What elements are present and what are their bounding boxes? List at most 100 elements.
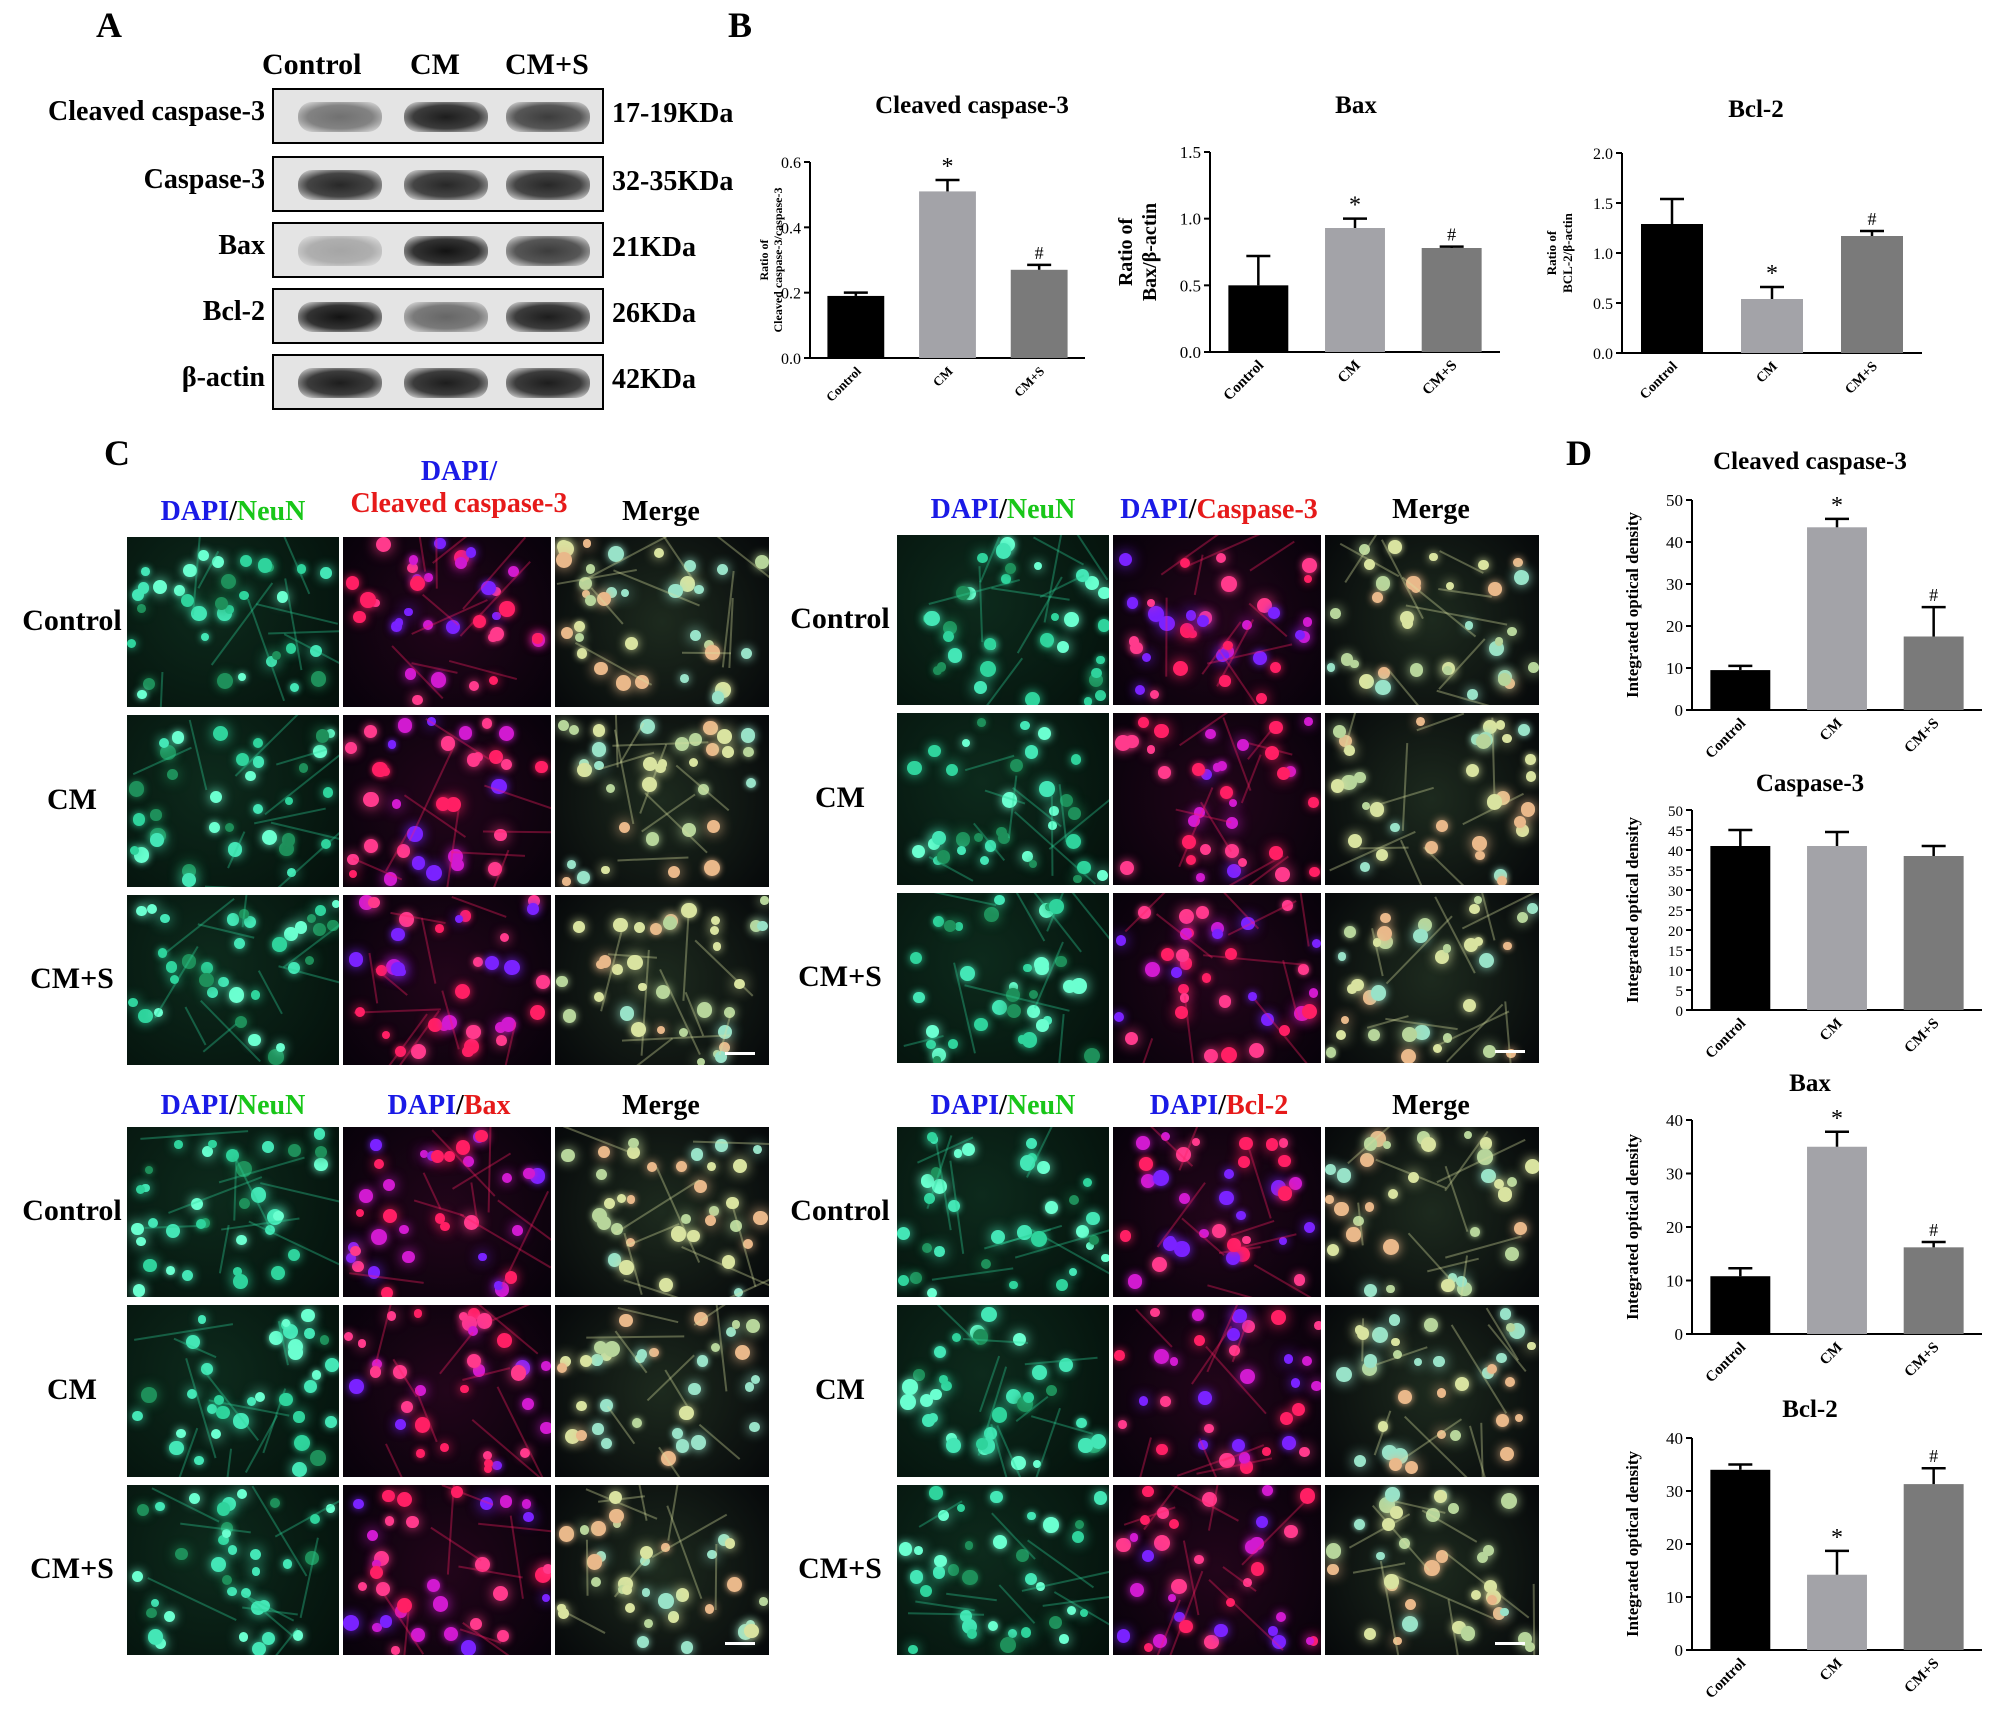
cell-nucleus: [580, 1355, 593, 1368]
column-label-part: DAPI: [1149, 1090, 1219, 1121]
cell-nucleus: [413, 1309, 423, 1318]
cell-nucleus: [1518, 723, 1531, 736]
blot-protein-label: β-actin: [181, 362, 265, 393]
cell-nucleus: [1055, 1279, 1068, 1292]
column-label-part: NeuN: [1006, 1090, 1076, 1121]
cell-nucleus: [279, 1392, 293, 1407]
cell-nucleus: [454, 983, 470, 999]
cell-nucleus: [345, 575, 360, 590]
cell-nucleus: [670, 1226, 687, 1242]
neurite: [140, 1130, 249, 1141]
cell-nucleus: [481, 718, 493, 730]
column-label-part: /: [1218, 1090, 1226, 1121]
cell-nucleus: [1055, 955, 1068, 968]
cell-nucleus: [411, 1627, 426, 1642]
cell-nucleus: [945, 1438, 961, 1453]
cell-nucleus: [1180, 928, 1193, 941]
cell-nucleus: [1483, 1545, 1494, 1556]
cell-nucleus: [1475, 850, 1486, 861]
cell-nucleus: [983, 1426, 998, 1441]
blot-band: [506, 302, 590, 332]
y-tick-label: 15: [1668, 944, 1683, 960]
cell-nucleus: [271, 1266, 286, 1281]
cell-nucleus: [932, 831, 946, 845]
cell-nucleus: [405, 668, 417, 680]
cell-nucleus: [592, 1423, 604, 1435]
cell-nucleus: [288, 1144, 301, 1157]
cell-nucleus: [560, 627, 573, 640]
row-label: Control: [790, 602, 890, 635]
cell-nucleus: [1244, 1539, 1259, 1554]
cell-nucleus: [244, 770, 256, 782]
cell-nucleus: [1341, 774, 1358, 791]
cell-nucleus: [567, 860, 576, 870]
bar-cmss: [1421, 248, 1482, 352]
cell-nucleus: [696, 1002, 713, 1019]
cell-nucleus: [386, 1311, 397, 1321]
neurite: [585, 1539, 589, 1597]
cell-nucleus: [573, 620, 585, 632]
neurite: [1532, 1584, 1536, 1655]
cell-nucleus: [1340, 1015, 1349, 1024]
cell-nucleus: [146, 1607, 158, 1619]
cell-nucleus: [1377, 666, 1390, 679]
cell-nucleus: [679, 1405, 694, 1421]
blot-protein-label: Bcl-2: [202, 296, 265, 327]
neurite: [1208, 1578, 1285, 1651]
cell-nucleus: [621, 1585, 633, 1596]
cell-nucleus: [1073, 874, 1082, 884]
cell-nucleus: [399, 1224, 409, 1235]
cell-nucleus: [998, 831, 1011, 845]
cell-nucleus: [1479, 1137, 1493, 1150]
neurite: [1178, 786, 1214, 867]
cell-nucleus: [487, 861, 503, 877]
cell-nucleus: [269, 1330, 284, 1345]
neurite: [253, 807, 327, 824]
neurite: [247, 598, 286, 702]
cell-nucleus: [595, 1168, 608, 1181]
cell-nucleus: [1086, 1211, 1100, 1226]
cell-nucleus: [1219, 675, 1231, 687]
blot-band: [298, 236, 382, 266]
cell-nucleus: [287, 1248, 301, 1262]
neurite: [586, 1334, 685, 1339]
neurite: [1245, 1141, 1272, 1219]
cell-nucleus: [591, 742, 607, 757]
cell-nucleus: [375, 537, 391, 553]
cell-nucleus: [577, 870, 591, 885]
cell-nucleus: [1354, 1454, 1367, 1467]
cell-nucleus: [1224, 844, 1239, 859]
cell-nucleus: [1381, 1517, 1395, 1531]
blot-band: [298, 368, 382, 398]
cell-nucleus: [246, 1396, 257, 1407]
lane-header-control: Control: [262, 48, 362, 81]
cell-nucleus: [414, 1417, 431, 1433]
cell-nucleus: [1134, 685, 1146, 696]
cell-nucleus: [977, 552, 988, 564]
cell-nucleus: [1436, 1387, 1447, 1398]
cell-nucleus: [1388, 1189, 1399, 1200]
cell-nucleus: [216, 1405, 230, 1420]
cell-nucleus: [706, 820, 720, 834]
cell-nucleus: [612, 1519, 622, 1529]
cell-nucleus: [1219, 995, 1232, 1008]
cell-nucleus: [1432, 1355, 1445, 1368]
column-label: DAPI/NeuN: [123, 1090, 343, 1122]
column-label: DAPI/NeuN: [893, 1090, 1113, 1122]
cell-nucleus: [1232, 1309, 1247, 1324]
cell-nucleus: [640, 1546, 654, 1560]
cell-nucleus: [732, 1158, 748, 1174]
cell-nucleus: [1137, 905, 1151, 919]
cell-nucleus: [1114, 1350, 1125, 1361]
cell-nucleus: [542, 1563, 551, 1574]
cell-nucleus: [427, 716, 436, 726]
cell-nucleus: [599, 1399, 613, 1412]
cell-nucleus: [1211, 1223, 1227, 1239]
row-label: CM+S: [30, 962, 114, 995]
cell-nucleus: [136, 1236, 146, 1247]
cell-nucleus: [491, 779, 507, 795]
cell-nucleus: [320, 567, 333, 579]
neurite: [490, 1305, 537, 1322]
cell-nucleus: [1160, 1131, 1171, 1142]
y-tick-label: 0: [1676, 1004, 1684, 1020]
